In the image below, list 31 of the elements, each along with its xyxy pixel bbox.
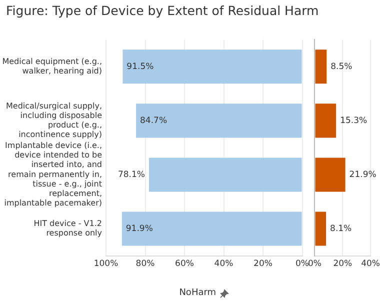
text: 8.5% xyxy=(330,62,352,72)
text: 84.7% xyxy=(140,116,168,126)
bar xyxy=(315,50,327,84)
bar xyxy=(315,104,336,138)
x-tick-label: 40% xyxy=(361,259,380,270)
x-tick-label: 0% xyxy=(308,259,322,270)
text: 91.5% xyxy=(126,62,154,72)
y-tick-label: Medical equipment (e.g., walker, hearing aid) xyxy=(2,56,102,76)
bar xyxy=(122,50,302,84)
bar xyxy=(136,104,302,138)
x-tick-label: 20% xyxy=(254,259,272,270)
x-tick-label: 20% xyxy=(333,259,352,270)
bar xyxy=(315,212,326,246)
x-tick-label: 100% xyxy=(94,259,118,270)
text: 8.1% xyxy=(330,224,352,234)
bar xyxy=(122,212,302,246)
x-tick-label: 80% xyxy=(136,259,155,270)
x-tick-label: 60% xyxy=(175,259,194,270)
x-tick-label: 0% xyxy=(296,259,310,270)
text: 21.9% xyxy=(349,170,376,180)
bar xyxy=(148,158,302,192)
y-tick-label: Medical/surgical supply, including disposable product (e.g., incontinence supply) xyxy=(6,101,102,140)
text: 78.1% xyxy=(118,170,145,180)
y-tick-label: HIT device - V1.2 response only xyxy=(34,219,102,238)
text: 15.3% xyxy=(340,116,368,126)
bar xyxy=(315,158,346,192)
chart-title: Figure: Type of Device by Extent of Residual Harm xyxy=(6,3,319,18)
text: 91.9% xyxy=(126,224,153,234)
x-tick-label: 40% xyxy=(214,259,234,270)
y-tick-label: Implantable device (i.e., device intended to be inserted into, and remain permanently in, tissue - e.g., joint replacement, implantable pacemaker) xyxy=(4,141,102,208)
x-axis-title: NoHarm xyxy=(179,288,216,298)
